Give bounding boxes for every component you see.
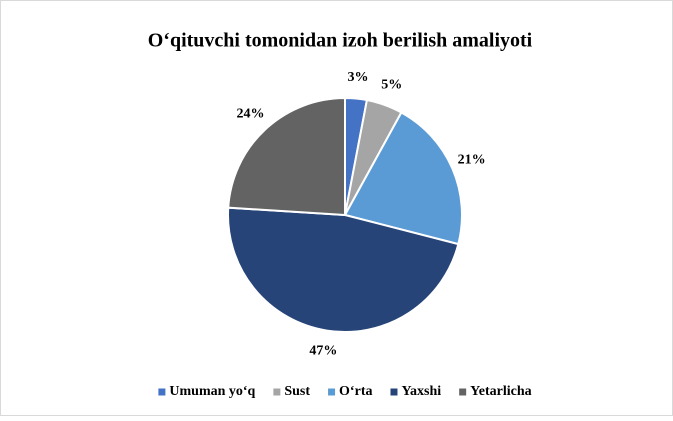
legend-swatch [459,388,467,396]
pie-slice [343,111,463,246]
pie-slice [227,206,460,333]
data-label: 21% [458,152,486,167]
pie-slice [227,96,346,217]
legend-label: Yaxshi [401,384,441,399]
legend-swatch [158,388,166,396]
legend-swatch [390,388,398,396]
data-label: 47% [309,344,337,359]
legend-label: Yetarlicha [470,384,531,399]
data-label: 3% [347,70,368,85]
legend-label: Umuman yo‘q [169,384,255,399]
data-label: 5% [381,77,402,92]
chart-title: O‘qituvchi tomonidan izoh berilish amali… [148,30,533,52]
legend-label: Sust [284,384,310,399]
legend-swatch [273,388,281,396]
legend-swatch [328,388,336,396]
legend-label: O‘rta [339,384,372,399]
data-label: 24% [237,107,265,122]
